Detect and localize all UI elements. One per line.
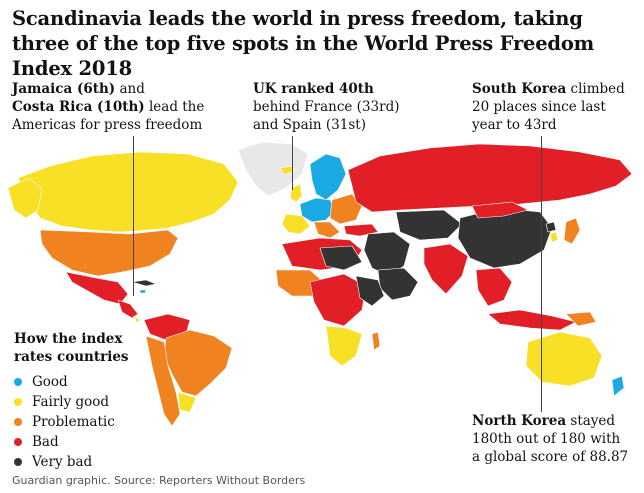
region-north-korea (545, 221, 557, 233)
annotation-text: and Spain (31st) (253, 117, 366, 133)
region-france-spain (281, 213, 311, 235)
region-mexico (65, 271, 129, 305)
region-east-africa (355, 275, 385, 307)
legend-dot (14, 458, 22, 466)
annotation-text: behind France (33rd) (253, 99, 400, 115)
source-credit: Guardian graphic. Source: Reporters With… (12, 474, 306, 487)
annotation-americas: Jamaica (6th) and Costa Rica (10th) lead… (12, 80, 204, 134)
region-papua (565, 311, 597, 327)
region-costa-rica (133, 315, 141, 324)
region-greenland (237, 141, 309, 197)
legend-item-good: Good (14, 372, 129, 392)
legend-dot (14, 398, 22, 406)
region-indonesia (487, 309, 577, 331)
region-usa (39, 229, 179, 277)
region-alaska (7, 177, 43, 219)
legend-label: Problematic (32, 414, 115, 430)
region-scandinavia (309, 153, 347, 201)
region-south-korea (549, 231, 559, 243)
annotation-north-korea: North Korea stayed 180th out of 180 with… (472, 412, 628, 466)
region-southern-cone (177, 391, 197, 413)
legend-label: Good (32, 374, 68, 390)
world-map (7, 141, 633, 427)
region-jamaica (139, 289, 147, 294)
legend-dot (14, 378, 22, 386)
leader-line-americas (133, 136, 135, 296)
region-southeast-asia (475, 267, 513, 307)
region-canada (17, 151, 239, 233)
annotation-uk-rank: UK ranked 40th (253, 81, 374, 97)
region-central-america (117, 299, 139, 319)
region-cuba (131, 279, 157, 287)
region-eastern-europe (329, 193, 363, 225)
region-central-asia (395, 209, 463, 241)
legend-dot (14, 418, 22, 426)
annotation-text: 20 places since last (472, 99, 606, 115)
legend-item-problematic: Problematic (14, 412, 129, 432)
legend-label: Fairly good (32, 394, 110, 410)
annotation-text: stayed (566, 413, 616, 429)
region-australia (525, 331, 603, 387)
legend-label: Very bad (32, 454, 93, 470)
region-brazil (163, 329, 233, 397)
annotation-north-korea-name: North Korea (472, 413, 567, 429)
annotation-text: 180th out of 180 with (472, 431, 621, 447)
legend: How the index rates countries Good Fairl… (14, 330, 129, 472)
region-southern-africa (325, 325, 363, 367)
annotation-text: a global score of 88.87 (472, 449, 629, 465)
region-italy-balkans (313, 221, 341, 239)
annotation-text: and (115, 81, 145, 97)
legend-title-line: How the index (14, 331, 123, 347)
annotation-south-korea-name: South Korea (472, 81, 567, 97)
annotation-text: Americas for press freedom (12, 117, 203, 133)
leader-line-uk (292, 136, 294, 190)
region-new-zealand (611, 375, 625, 397)
legend-title: How the index rates countries (14, 330, 129, 366)
annotation-text: lead the (144, 99, 205, 115)
region-japan (563, 217, 581, 245)
annotation-text: climbed (566, 81, 625, 97)
region-libya-egypt (319, 245, 363, 271)
legend-label: Bad (32, 434, 59, 450)
region-russia (347, 143, 633, 213)
annotation-south-korea: South Korea climbed 20 places since last… (472, 80, 625, 134)
region-mongolia (471, 201, 529, 219)
legend-item-very-bad: Very bad (14, 452, 129, 472)
region-india (423, 243, 469, 295)
region-madagascar (371, 331, 381, 351)
page-title: Scandinavia leads the world in press fre… (12, 7, 595, 80)
leader-line-korea (541, 136, 543, 412)
legend-title-line: rates countries (14, 349, 129, 365)
annotation-text: year to 43rd (472, 117, 557, 133)
annotation-jamaica: Jamaica (6th) (12, 81, 116, 97)
region-andes (145, 335, 181, 427)
annotation-uk: UK ranked 40th behind France (33rd) and … (253, 80, 399, 134)
region-china (457, 207, 553, 269)
region-iceland (279, 165, 295, 175)
legend-item-fairly-good: Fairly good (14, 392, 129, 412)
legend-item-bad: Bad (14, 432, 129, 452)
legend-dot (14, 438, 22, 446)
annotation-costa-rica: Costa Rica (10th) (12, 99, 145, 115)
region-central-africa (309, 273, 367, 327)
